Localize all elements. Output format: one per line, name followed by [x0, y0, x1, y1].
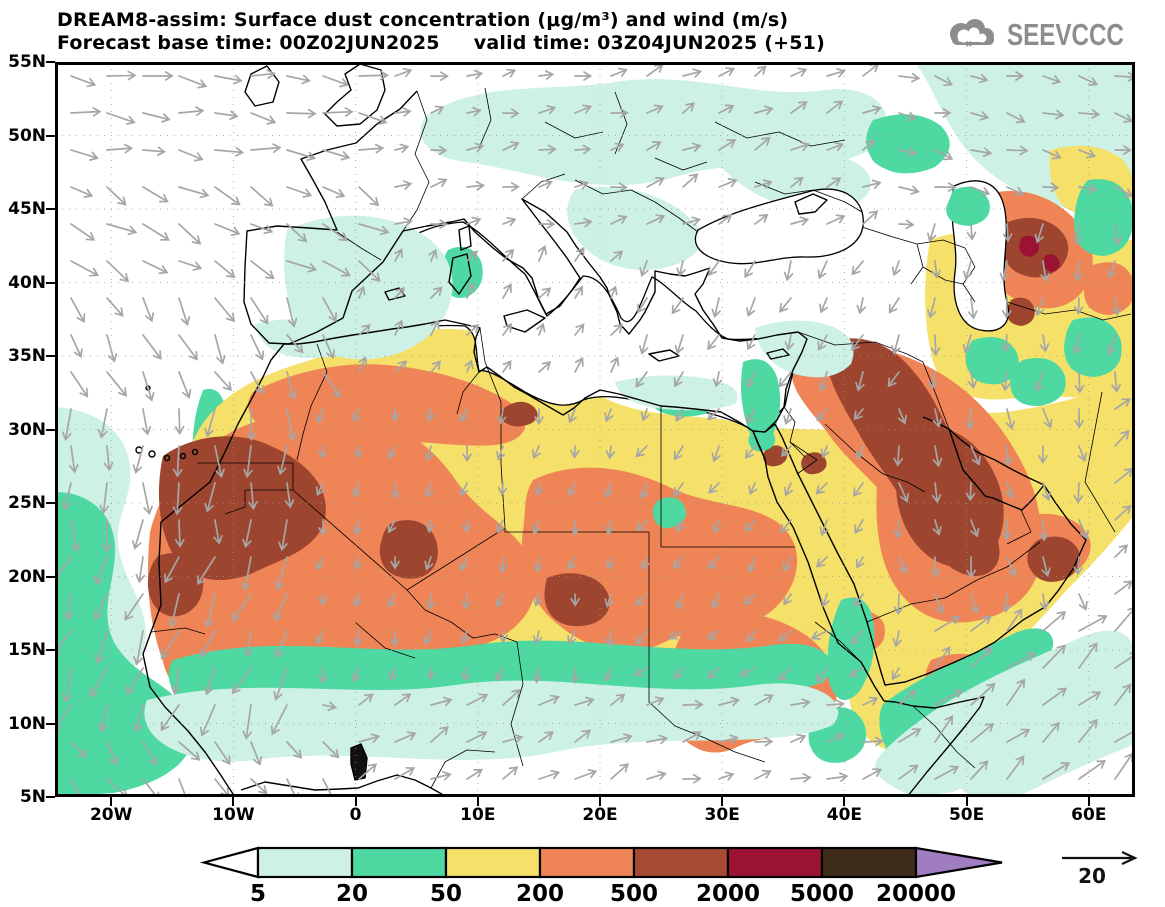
legend-level-label: 500 — [610, 881, 658, 907]
lat-axis-tick — [46, 428, 55, 431]
lon-axis-tick — [1087, 797, 1090, 806]
lat-axis-label: 10N — [8, 713, 46, 734]
legend-above-range-arrow — [914, 846, 1003, 879]
legend-level-label: 200 — [516, 881, 564, 907]
lat-axis-label: 50N — [8, 125, 46, 146]
lat-axis-label: 55N — [8, 52, 46, 72]
lat-axis-tick — [46, 281, 55, 284]
lat-axis-label: 5N — [19, 787, 46, 807]
lat-axis-label: 20N — [8, 566, 46, 587]
lon-axis-label: 40E — [826, 805, 863, 825]
coastlines — [135, 63, 1087, 798]
lat-axis-label: 30N — [8, 419, 46, 440]
lat-axis-tick — [46, 575, 55, 578]
legend-level-label: 5000 — [790, 881, 854, 907]
legend-level-label: 20000 — [876, 881, 956, 907]
lon-axis-tick — [721, 797, 724, 806]
lon-axis-label: 10E — [460, 805, 496, 825]
lat-axis-tick — [46, 355, 55, 357]
fill-level-2000-5000 — [1019, 235, 1060, 272]
reference-arrow-label: 20 — [1078, 864, 1106, 888]
lon-axis-label: 20W — [89, 805, 133, 825]
lat-axis-tick — [46, 649, 55, 651]
fill-level-5-20 — [55, 62, 1135, 704]
map-frame — [55, 62, 1135, 797]
country-borders — [150, 87, 1132, 789]
lon-axis-tick — [354, 797, 357, 806]
lon-axis-tick — [843, 797, 846, 806]
lon-axis-tick — [110, 797, 113, 806]
lat-axis-tick — [46, 796, 55, 798]
legend-bin — [350, 846, 448, 879]
page-title: DREAM8-assim: Surface dust concentration… — [57, 9, 789, 31]
dust-concentration-map — [51, 62, 1144, 804]
lat-axis-tick — [46, 61, 55, 63]
map-area — [51, 62, 1144, 804]
fill-level-5-20-accents — [144, 215, 1135, 797]
lon-axis-tick — [476, 797, 479, 806]
lat-axis-tick — [46, 208, 55, 210]
graticule-grid — [55, 62, 1135, 797]
lat-axis-label: 15N — [8, 640, 46, 660]
reference-arrow-icon — [1062, 851, 1138, 865]
lon-axis-label: 20E — [582, 805, 618, 825]
lon-axis-label: 50E — [948, 805, 985, 825]
seevccc-logo: » SEEVCCC — [941, 14, 1157, 56]
lat-axis-label: 45N — [8, 199, 46, 219]
lon-axis-label: 0 — [349, 805, 362, 825]
wind-reference: 20 — [1062, 851, 1138, 888]
lat-axis-label: 25N — [8, 493, 46, 513]
lon-axis-tick — [599, 797, 601, 806]
legend-level-label: 5 — [250, 881, 266, 907]
page-subtitle: Forecast base time: 00Z02JUN2025 valid t… — [57, 32, 825, 54]
legend-bin — [256, 846, 354, 879]
svg-text:»: » — [965, 36, 974, 52]
legend-bin — [820, 846, 918, 879]
lon-axis-label: 10W — [212, 805, 255, 825]
legend-level-label: 20 — [336, 881, 368, 907]
lon-axis-label: 30E — [704, 805, 740, 825]
wind-arrows — [51, 63, 1144, 804]
lat-axis-tick — [46, 134, 55, 137]
legend-level-label: 2000 — [696, 881, 760, 907]
lat-axis-label: 40N — [8, 272, 46, 293]
legend-bin — [538, 846, 636, 879]
legend-bin — [632, 846, 730, 879]
lat-axis-tick — [46, 722, 55, 725]
lat-axis-tick — [46, 502, 55, 504]
lon-axis-tick — [965, 797, 968, 806]
legend-below-range-arrow — [199, 846, 260, 879]
legend-bin — [444, 846, 542, 879]
cloud-logo-icon: » — [950, 19, 995, 52]
logo-wordmark: SEEVCCC — [1007, 17, 1125, 52]
lat-axis-label: 35N — [8, 346, 46, 366]
color-scale-legend: 5 20 50 200 500 2000 5000 20000 — [199, 846, 1003, 907]
legend-level-label: 50 — [430, 881, 462, 907]
legend-bin — [726, 846, 824, 879]
black-sea — [694, 188, 864, 265]
lon-axis-tick — [232, 797, 235, 806]
lon-axis-label: 60E — [1071, 805, 1107, 825]
